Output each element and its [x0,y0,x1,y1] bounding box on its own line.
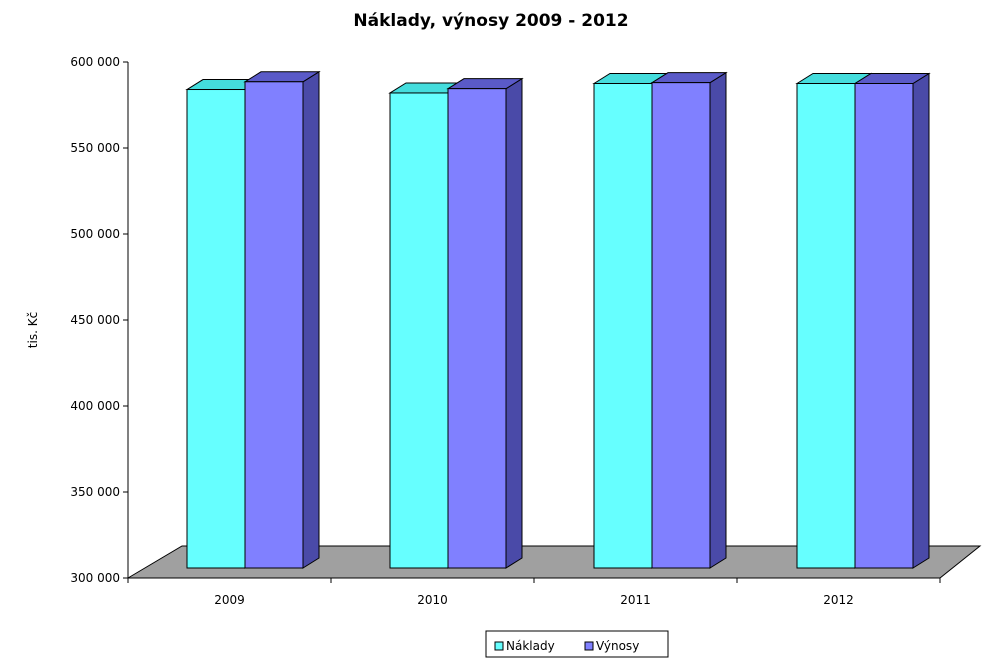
axes: 300 000 350 000 400 000 450 000 500 000 550 0… [70,55,941,607]
bar-front [593,83,653,569]
y-axis-label: tis. Kč [26,312,40,348]
y-tick-label: 300 000 [70,571,120,585]
x-tick-label: 2012 [823,593,854,607]
bar-výnosy-2012 [853,72,931,569]
bar-front [796,83,856,569]
bar-side [302,70,320,569]
y-tick-label: 600 000 [70,55,120,69]
y-tick-label: 400 000 [70,399,120,413]
x-tick-label: 2009 [214,593,245,607]
x-tick-label: 2011 [620,593,651,607]
bar-výnosy-2010 [446,77,524,569]
bar-front [186,89,246,569]
bar-výnosy-2009 [243,70,321,569]
legend-label-naklady: Náklady [506,639,555,653]
y-tick-label: 450 000 [70,313,120,327]
bar-front [244,81,304,569]
bar-side [505,77,523,569]
bar-výnosy-2011 [650,71,728,569]
bars [185,70,931,569]
legend-swatch-naklady [494,641,504,651]
bar-side [912,72,930,569]
y-tick-label: 550 000 [70,141,120,155]
bar-front [389,92,449,569]
legend-label-vynosy: Výnosy [596,639,639,653]
y-tick-label: 500 000 [70,227,120,241]
x-tick-label: 2010 [417,593,448,607]
bar-front [854,83,914,569]
legend-swatch-vynosy [584,641,594,651]
bar-front [447,88,507,569]
y-tick-label: 350 000 [70,485,120,499]
legend: Náklady Výnosy [485,630,669,658]
bar-front [651,82,711,569]
chart-title: Náklady, výnosy 2009 - 2012 [353,11,628,31]
bar-side [709,71,727,569]
legend-box [485,630,669,658]
